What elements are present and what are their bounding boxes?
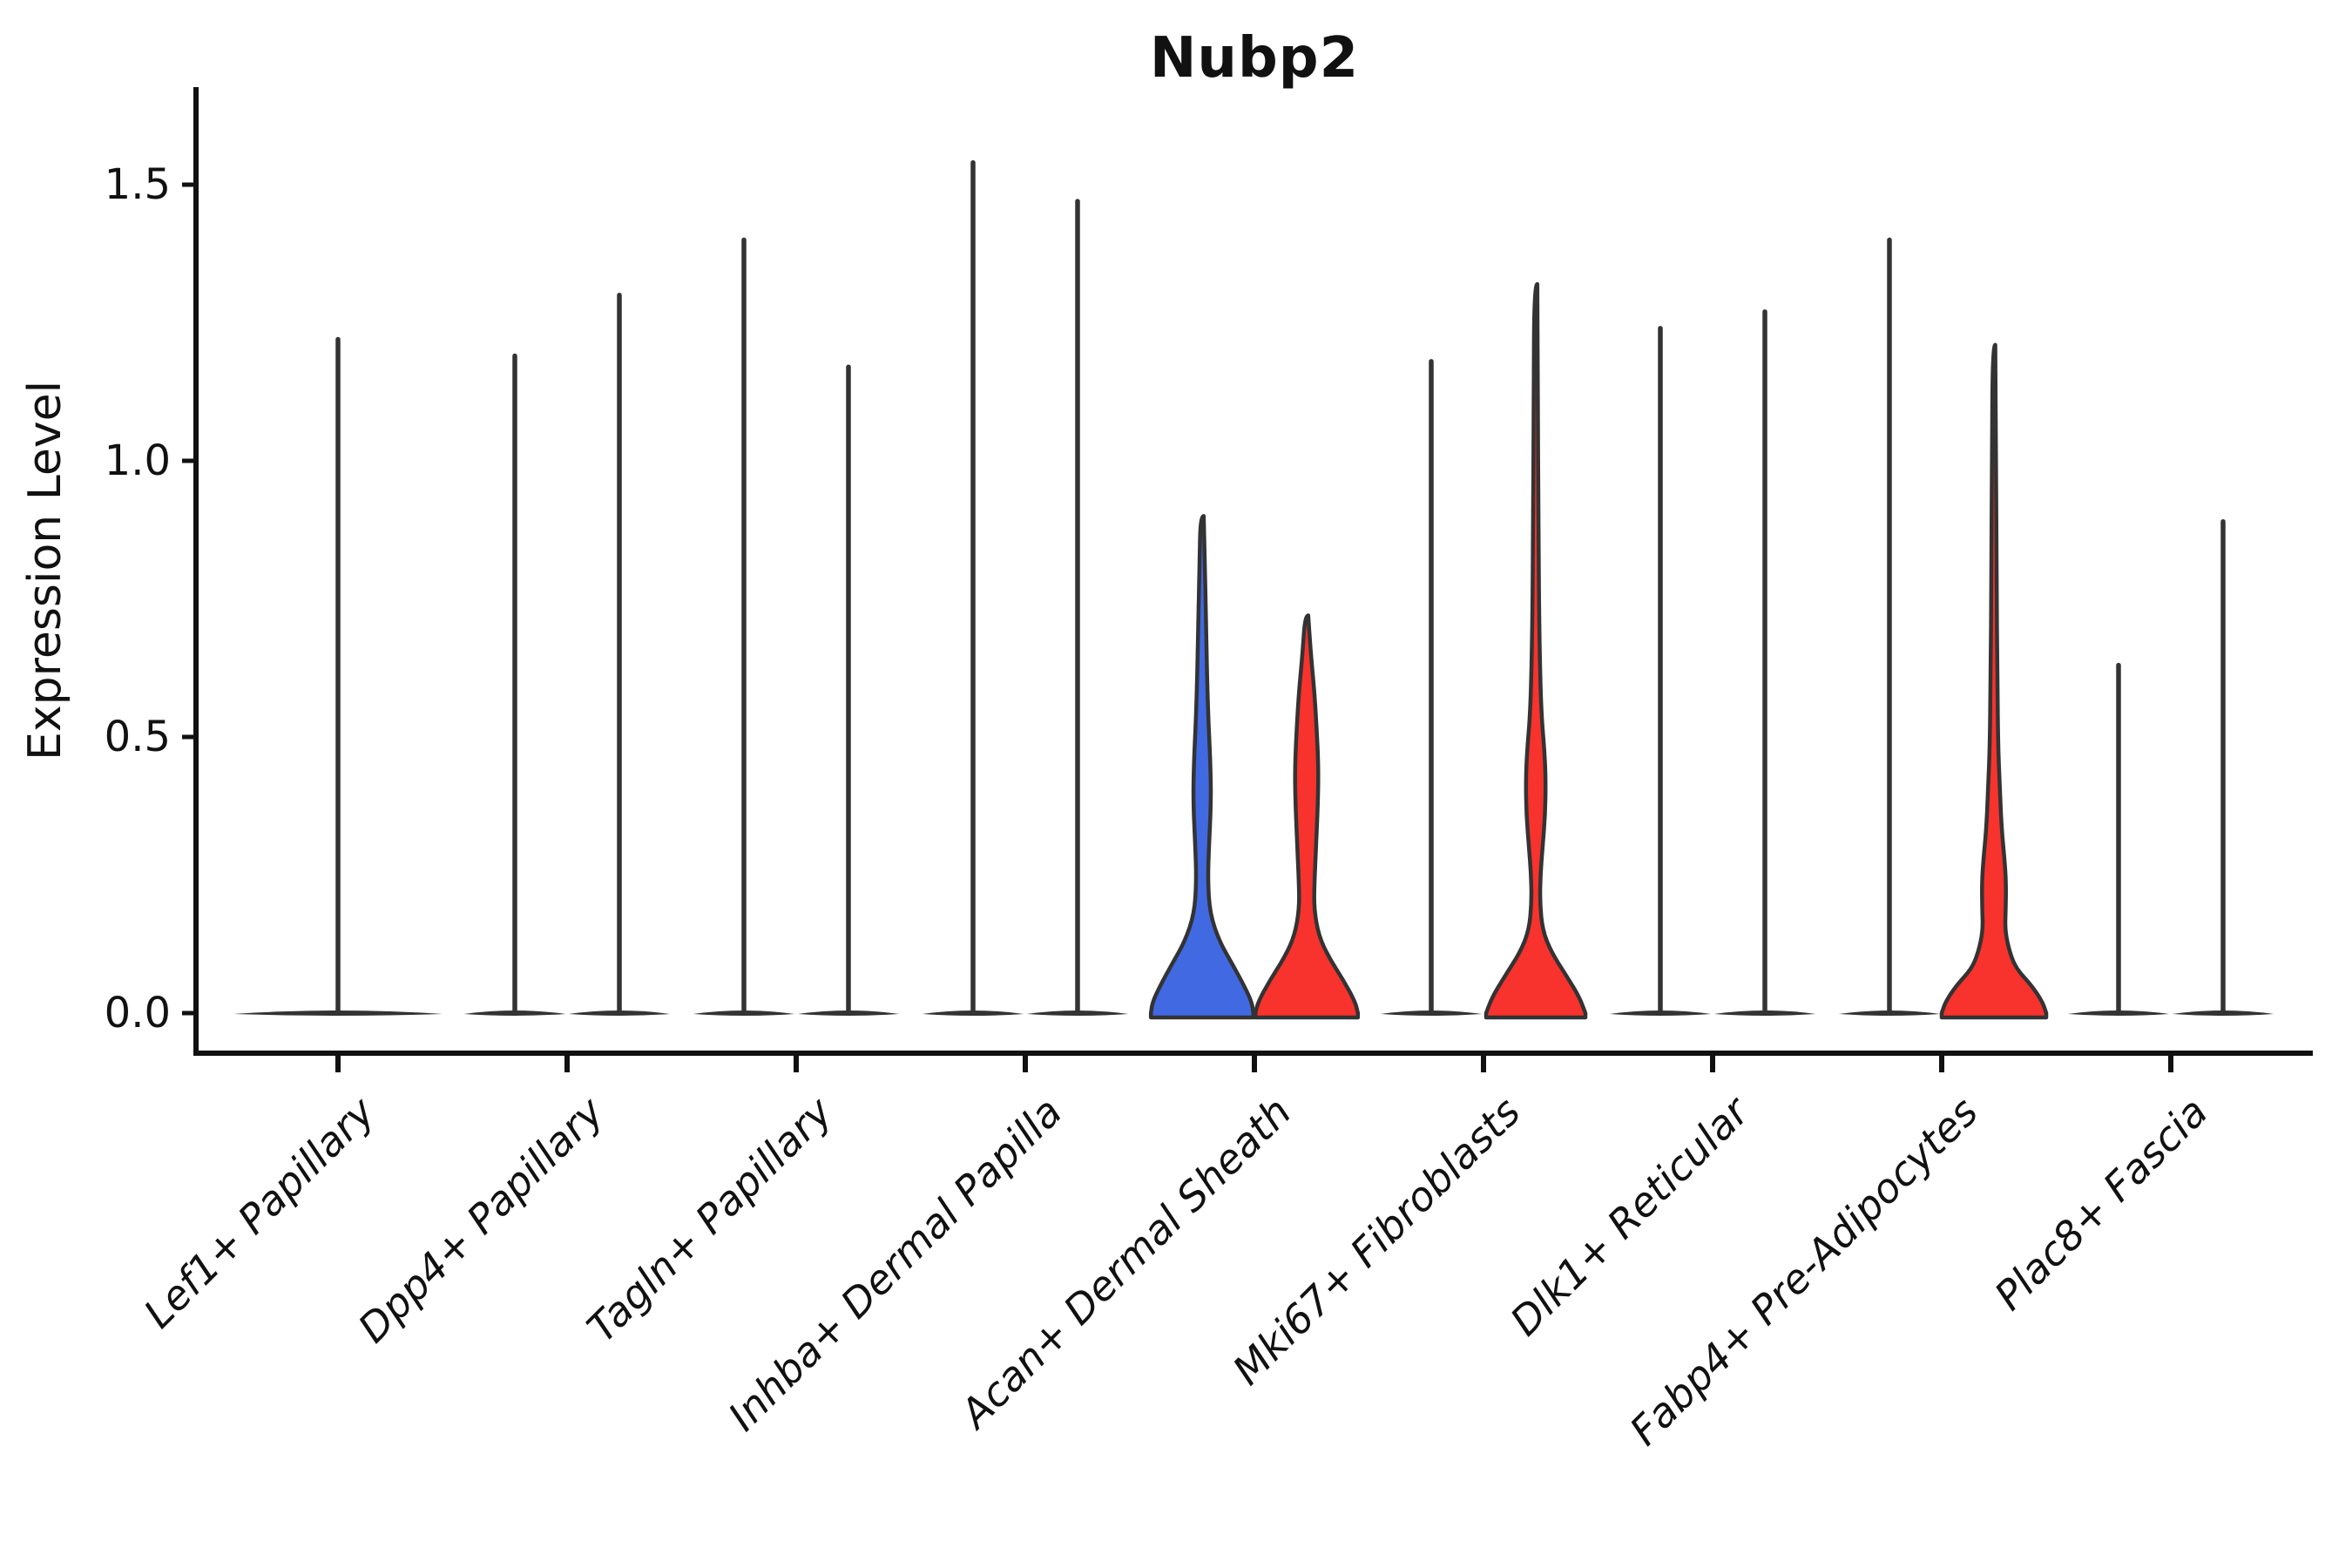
- violin-filled: [1253, 613, 1361, 1020]
- y-tick-label: 1.5: [104, 160, 171, 209]
- y-tick-label: 0.0: [104, 989, 171, 1037]
- violin-filled: [1484, 281, 1588, 1020]
- violin-filled: [1148, 514, 1256, 1020]
- y-tick-label: 1.0: [104, 436, 171, 485]
- violin-filled: [1939, 342, 2049, 1020]
- chart-title: Nubp2: [1149, 26, 1360, 91]
- y-tick-label: 0.5: [104, 713, 171, 761]
